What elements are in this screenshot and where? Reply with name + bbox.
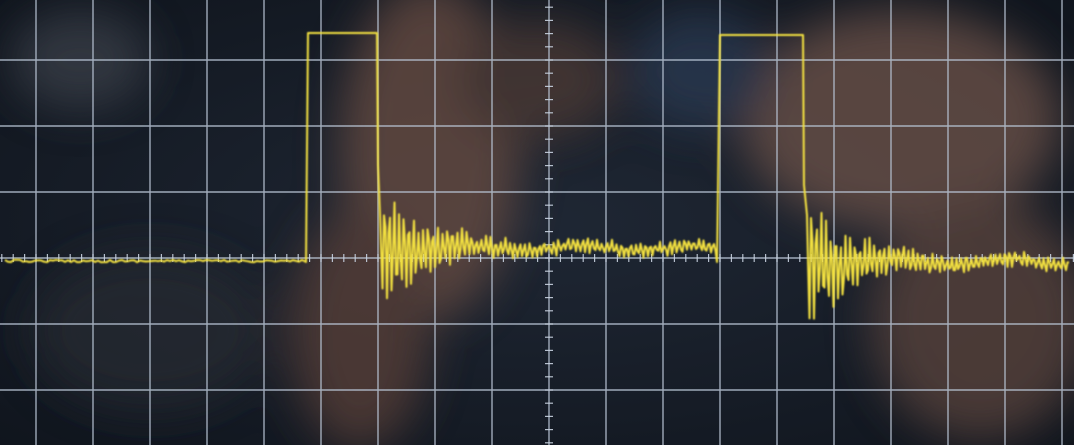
reflection xyxy=(740,10,1060,230)
reflection xyxy=(630,10,770,130)
page: Oscilloscope {} html, body { margin: 0; … xyxy=(0,0,1074,445)
page-body: (() => { const ns = 'http://www.w3.org/2… xyxy=(0,0,1074,445)
reflection xyxy=(460,20,620,140)
oscilloscope-photo xyxy=(0,0,1074,445)
